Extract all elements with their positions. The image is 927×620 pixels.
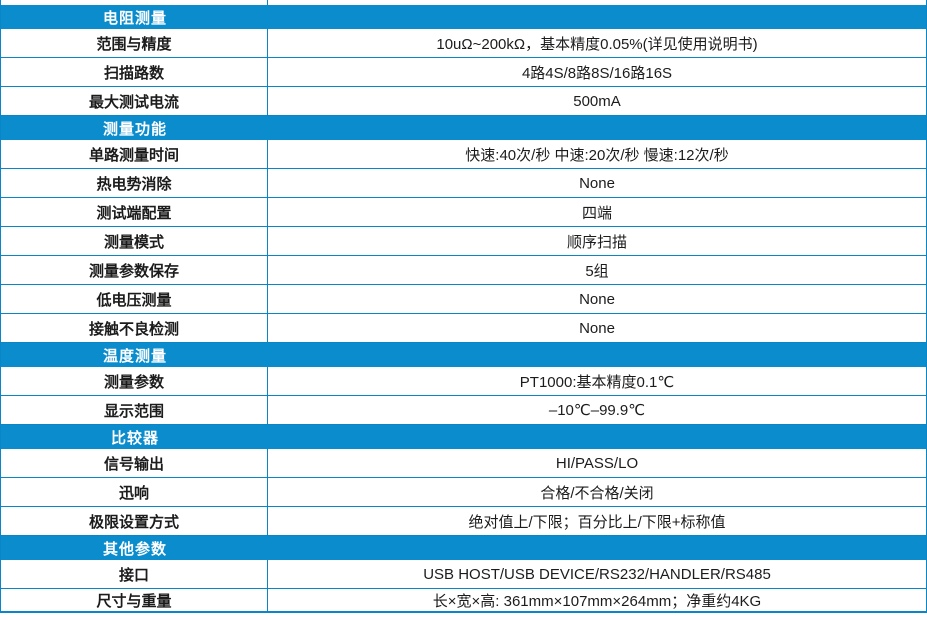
spec-label: 显示范围 xyxy=(1,396,268,424)
spec-label: 测量参数 xyxy=(1,367,268,395)
table-top-partial-row xyxy=(1,0,926,5)
spec-value: 4路4S/8路8S/16路16S xyxy=(521,64,673,82)
spec-label: 信号输出 xyxy=(1,449,268,477)
spec-value: –10℃–99.9℃ xyxy=(548,402,646,419)
table-row: 测试端配置 四端 xyxy=(1,198,926,227)
spec-value: PT1000:基本精度0.1℃ xyxy=(519,373,675,391)
spec-label: 范围与精度 xyxy=(1,29,268,57)
table-row: 测量模式 顺序扫描 xyxy=(1,227,926,256)
spec-label: 接口 xyxy=(1,560,268,588)
section-header-2: 温度测量 xyxy=(1,343,926,367)
spec-value: 四端 xyxy=(581,204,612,222)
section-title: 温度测量 xyxy=(102,347,167,365)
spec-value: None xyxy=(579,319,615,337)
section-title: 测量功能 xyxy=(102,120,167,138)
section-title: 其他参数 xyxy=(102,540,167,558)
section-header-1: 测量功能 xyxy=(1,116,926,140)
spec-value: 快速:40次/秒 中速:20次/秒 慢速:12次/秒 xyxy=(465,146,729,164)
partial-label-cell xyxy=(1,0,268,5)
spec-value: 合格/不合格/关闭 xyxy=(540,484,654,502)
spec-value: None xyxy=(579,174,615,192)
spec-value: 顺序扫描 xyxy=(566,233,627,251)
spec-label: 测量参数保存 xyxy=(1,256,268,284)
table-row: 信号输出 HI/PASS/LO xyxy=(1,449,926,478)
table-row: 单路测量时间 快速:40次/秒 中速:20次/秒 慢速:12次/秒 xyxy=(1,140,926,169)
spec-value: HI/PASS/LO xyxy=(555,454,639,472)
section-header-4: 其他参数 xyxy=(1,536,926,560)
spec-value: USB HOST/USB DEVICE/RS232/HANDLER/RS485 xyxy=(423,565,771,583)
spec-value: 10uΩ~200kΩ，基本精度0.05%(详见使用说明书) xyxy=(436,35,758,53)
spec-label: 热电势消除 xyxy=(1,169,268,197)
spec-value: 5组 xyxy=(585,262,609,280)
section-title: 比较器 xyxy=(110,429,159,447)
table-row: 接触不良检测 None xyxy=(1,314,926,343)
spec-label: 测试端配置 xyxy=(1,198,268,226)
table-row: 显示范围 –10℃–99.9℃ xyxy=(1,396,926,425)
spec-label: 尺寸与重量 xyxy=(1,589,268,611)
spec-label: 接触不良检测 xyxy=(1,314,268,342)
spec-label: 单路测量时间 xyxy=(1,140,268,168)
spec-label: 极限设置方式 xyxy=(1,507,268,535)
spec-label: 测量模式 xyxy=(1,227,268,255)
spec-label: 低电压测量 xyxy=(1,285,268,313)
table-row: 极限设置方式 绝对值上/下限；百分比上/下限+标称值 xyxy=(1,507,926,536)
section-title: 电阻测量 xyxy=(102,9,167,27)
spec-label: 迅响 xyxy=(1,478,268,506)
table-row: 热电势消除 None xyxy=(1,169,926,198)
spec-value: 长×宽×高: 361mm×107mm×264mm；净重约4KG xyxy=(432,592,762,610)
spec-label: 最大测试电流 xyxy=(1,87,268,115)
table-row: 低电压测量 None xyxy=(1,285,926,314)
section-header-3: 比较器 xyxy=(1,425,926,449)
spec-value: 500mA xyxy=(573,92,621,110)
spec-label: 扫描路数 xyxy=(1,58,268,86)
partial-value-cell xyxy=(268,0,926,5)
spec-value: None xyxy=(579,290,615,308)
table-row: 测量参数保存 5组 xyxy=(1,256,926,285)
table-row: 尺寸与重量 长×宽×高: 361mm×107mm×264mm；净重约4KG xyxy=(1,589,926,613)
table-row: 扫描路数 4路4S/8路8S/16路16S xyxy=(1,58,926,87)
table-row: 范围与精度 10uΩ~200kΩ，基本精度0.05%(详见使用说明书) xyxy=(1,29,926,58)
table-row: 测量参数 PT1000:基本精度0.1℃ xyxy=(1,367,926,396)
table-row: 迅响 合格/不合格/关闭 xyxy=(1,478,926,507)
section-header-0: 电阻测量 xyxy=(1,5,926,29)
spec-table: 电阻测量范围与精度 10uΩ~200kΩ，基本精度0.05%(详见使用说明书) 扫描… xyxy=(1,5,926,613)
table-row: 最大测试电流 500mA xyxy=(1,87,926,116)
table-row: 接口 USB HOST/USB DEVICE/RS232/HANDLER/RS48… xyxy=(1,560,926,589)
spec-value: 绝对值上/下限；百分比上/下限+标称值 xyxy=(468,513,726,531)
